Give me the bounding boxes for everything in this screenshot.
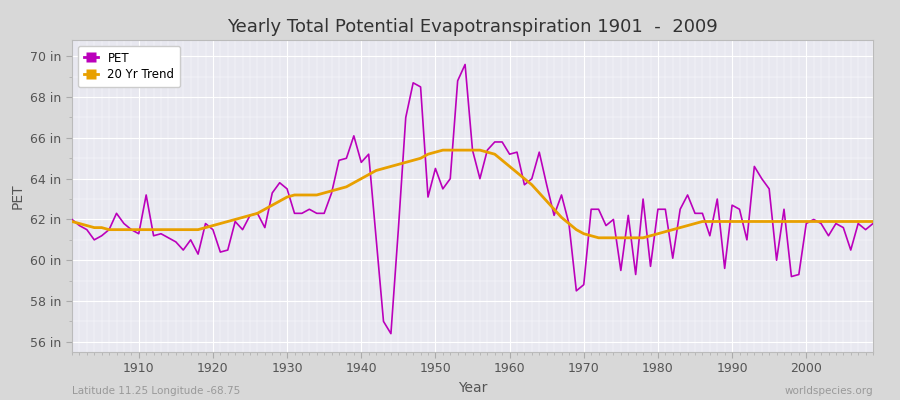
X-axis label: Year: Year — [458, 381, 487, 395]
Legend: PET, 20 Yr Trend: PET, 20 Yr Trend — [78, 46, 180, 87]
Title: Yearly Total Potential Evapotranspiration 1901  -  2009: Yearly Total Potential Evapotranspiratio… — [227, 18, 718, 36]
Text: worldspecies.org: worldspecies.org — [785, 386, 873, 396]
Y-axis label: PET: PET — [11, 183, 24, 209]
Text: Latitude 11.25 Longitude -68.75: Latitude 11.25 Longitude -68.75 — [72, 386, 240, 396]
